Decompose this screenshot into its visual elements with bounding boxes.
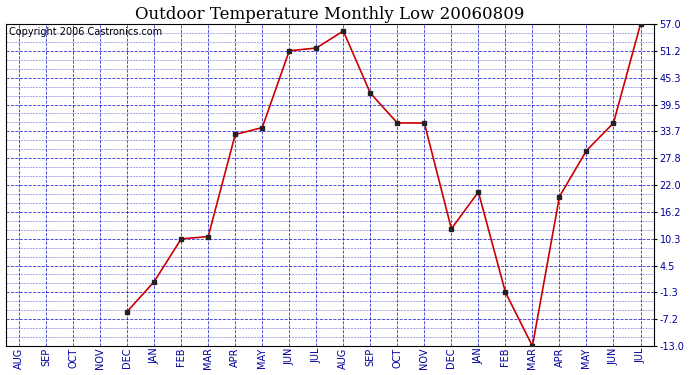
Title: Outdoor Temperature Monthly Low 20060809: Outdoor Temperature Monthly Low 20060809 <box>135 6 524 22</box>
Text: Copyright 2006 Castronics.com: Copyright 2006 Castronics.com <box>9 27 162 38</box>
